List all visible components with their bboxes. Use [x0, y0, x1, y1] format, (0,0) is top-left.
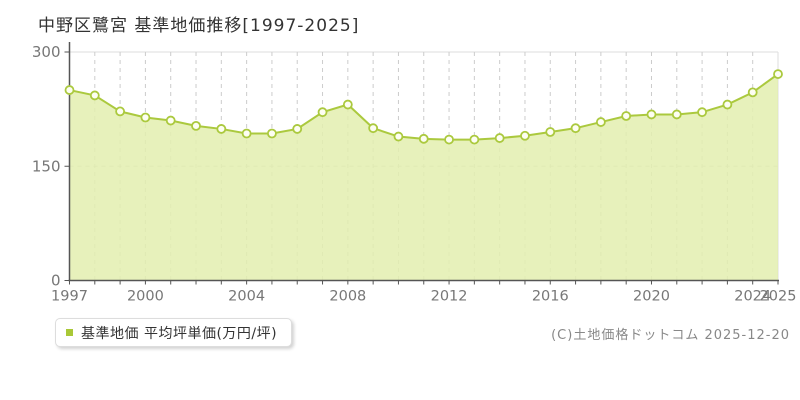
- data-point[interactable]: [292, 124, 303, 134]
- y-tick-label: 300: [32, 43, 61, 61]
- data-point[interactable]: [773, 69, 783, 79]
- data-point[interactable]: [140, 112, 151, 123]
- x-tick-label: 2008: [329, 289, 366, 305]
- data-point[interactable]: [722, 99, 733, 110]
- data-point[interactable]: [115, 106, 126, 117]
- data-point[interactable]: [64, 85, 75, 95]
- data-point[interactable]: [494, 133, 505, 143]
- legend: 基準地価 平均坪単価(万円/坪): [55, 318, 293, 347]
- x-tick-label: 2012: [431, 289, 468, 305]
- data-point[interactable]: [545, 127, 556, 137]
- data-point[interactable]: [697, 107, 707, 118]
- data-point[interactable]: [368, 123, 379, 134]
- x-tick-label: 1997: [51, 289, 88, 305]
- data-point[interactable]: [570, 123, 581, 134]
- area-chart-canvas[interactable]: 0 150 300 1997 2000 2004 2008 2012 2016 2020 20242…: [0, 0, 800, 310]
- data-point[interactable]: [241, 128, 252, 139]
- data-point[interactable]: [444, 134, 454, 145]
- chart-title: 中野区鷺宮 基準地価推移[1997-2025]: [38, 16, 360, 36]
- price-trend-chart[interactable]: 0 150 300 1997 2000 2004 2008 2012 2016 2020 2024 2…: [0, 0, 800, 310]
- data-point[interactable]: [267, 128, 277, 139]
- data-point[interactable]: [595, 117, 606, 127]
- x-tick-label: 2020: [633, 289, 670, 305]
- copyright-text: (C)土地価格ドットコム 2025-12-20: [551, 328, 790, 343]
- x-tick-label: 2000: [127, 289, 164, 305]
- x-tick-label: 2004: [228, 289, 265, 305]
- data-point[interactable]: [393, 131, 404, 142]
- data-point[interactable]: [621, 111, 632, 121]
- data-point[interactable]: [469, 134, 480, 145]
- series-area: [69, 74, 778, 281]
- data-point[interactable]: [520, 130, 530, 141]
- data-point[interactable]: [165, 115, 176, 126]
- y-tick-label: 0: [51, 272, 61, 290]
- data-point[interactable]: [671, 109, 682, 120]
- x-tick-label: 2024: [734, 289, 771, 305]
- data-point[interactable]: [89, 90, 100, 101]
- data-point[interactable]: [646, 109, 657, 120]
- data-point[interactable]: [418, 133, 429, 144]
- data-point[interactable]: [317, 107, 328, 118]
- legend-marker-icon: [66, 329, 73, 336]
- x-tick-label: 2025: [760, 289, 797, 305]
- data-point[interactable]: [342, 99, 353, 110]
- legend-label: 基準地価 平均坪単価(万円/坪): [81, 325, 278, 342]
- data-point[interactable]: [216, 124, 227, 134]
- data-point[interactable]: [191, 120, 201, 131]
- data-point[interactable]: [747, 87, 758, 98]
- y-tick-label: 150: [32, 157, 61, 175]
- x-tick-label: 2016: [532, 289, 569, 305]
